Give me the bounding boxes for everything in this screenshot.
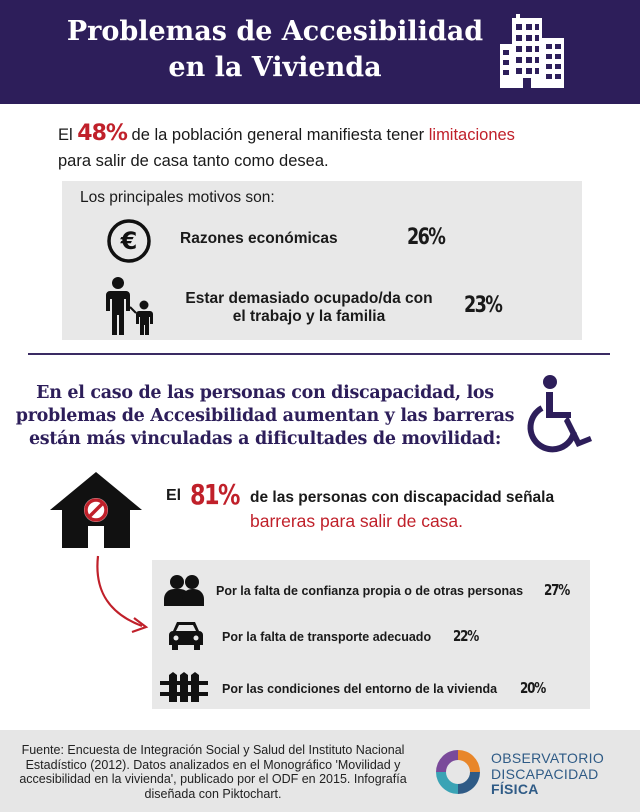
disability-line-1: En el caso de las personas con discapaci…: [36, 383, 494, 403]
intro-line-1: El 48% de la población general manifiest…: [58, 121, 578, 148]
source-line-1: Fuente: Encuesta de Integración Social y…: [21, 743, 405, 757]
svg-text:€: €: [120, 227, 138, 255]
reason-label-3: Por las condiciones del entorno de la vi…: [222, 682, 498, 696]
stat81-line-1: de las personas con discapacidad señala: [250, 489, 555, 506]
intro-line-2: para salir de casa tanto como desea.: [58, 152, 329, 170]
house-icon: [50, 472, 142, 548]
reasons-panel: Por la falta de confianza propia o de ot…: [152, 560, 590, 709]
intro-percent: 48%: [77, 121, 128, 146]
odf-line-3-text: FÍSICA: [491, 781, 539, 797]
odf-line-1: OBSERVATORIO: [491, 750, 605, 766]
source-note: Fuente: Encuesta de Integración Social y…: [6, 743, 420, 801]
fence-icon: [160, 672, 208, 702]
reason-label-1: Por la falta de confianza propia o de ot…: [216, 584, 524, 598]
odf-logo-icon: [436, 750, 480, 794]
motive-label-2-line-2: el trabajo y la familia: [232, 308, 386, 325]
motives-heading: Los principales motivos son:: [80, 189, 275, 206]
wheelchair-icon: [527, 375, 592, 453]
page-title: Problemas de Accesibilidad en la Viviend…: [40, 14, 510, 86]
building-icon: [500, 14, 564, 88]
motive-percent-1: 26%: [407, 225, 446, 250]
intro-prefix: El: [58, 126, 73, 144]
disability-line-3: están más vinculadas a dificultades de m…: [28, 429, 502, 449]
motive-label-1: Razones económicas: [180, 230, 338, 248]
reason-label-2: Por la falta de transporte adecuado: [222, 630, 432, 644]
motive-label-2: Estar demasiado ocupado/da con el trabaj…: [178, 290, 440, 326]
stat81-percent: 81%: [190, 478, 240, 511]
motive-label-1-text: Razones económicas: [180, 230, 338, 247]
stat81-prefix: El: [166, 487, 182, 504]
disability-line-2: problemas de Accesibilidad aumentan y la…: [15, 406, 515, 426]
header-banner: Problemas de Accesibilidad en la Viviend…: [0, 0, 640, 104]
title-line-2: en la Vivienda: [168, 52, 382, 83]
intro-middle: de la población general manifiesta tener: [131, 126, 425, 144]
odf-line-3: FÍSICA: [491, 781, 604, 798]
section-divider: [28, 353, 610, 355]
intro-statement: El 48% de la población general manifiest…: [58, 121, 578, 174]
intro-highlight: limitaciones: [428, 126, 515, 144]
motives-panel: Los principales motivos son: € Razones e…: [62, 181, 582, 340]
motive-percent-2: 23%: [464, 293, 503, 318]
reason-percent-1: 27%: [544, 581, 570, 599]
car-icon: [169, 622, 203, 650]
euro-icon: €: [107, 219, 151, 263]
motive-label-2-line-1: Estar demasiado ocupado/da con: [185, 290, 433, 307]
reason-percent-3: 20%: [520, 679, 546, 697]
family-icon: [106, 277, 153, 335]
odf-name: OBSERVATORIO DISCAPACIDAD FÍSICA: [491, 750, 605, 798]
source-line-2: Estadístico (2012). Datos analizados en …: [25, 757, 401, 772]
reason-percent-2: 22%: [453, 627, 479, 645]
people-icon: [164, 575, 204, 606]
source-line-4: diseñada con Piktochart.: [144, 786, 282, 801]
disability-statement: En el caso de las personas con discapaci…: [14, 382, 516, 451]
odf-line-2: DISCAPACIDAD: [491, 765, 599, 782]
footer: Fuente: Encuesta de Integración Social y…: [0, 730, 640, 812]
title-line-1: Problemas de Accesibilidad: [66, 16, 484, 47]
curved-arrow: [96, 555, 149, 634]
source-line-3: accesibilidad en la vivienda', publicado…: [19, 772, 407, 786]
stat81-line-2: barreras para salir de casa.: [250, 511, 464, 531]
